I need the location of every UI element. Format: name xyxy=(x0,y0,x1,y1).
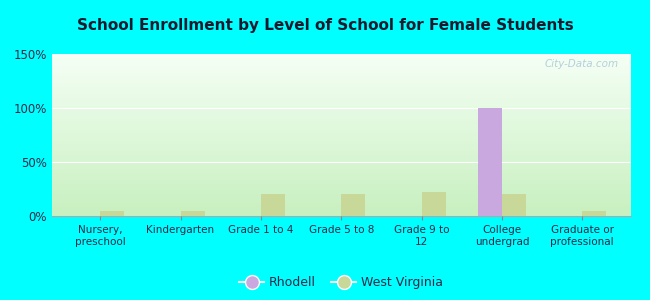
Bar xyxy=(422,192,446,216)
Text: City-Data.com: City-Data.com xyxy=(545,59,619,69)
Bar xyxy=(341,194,365,216)
Bar xyxy=(181,211,205,216)
Bar xyxy=(478,108,502,216)
Bar xyxy=(100,211,124,216)
Legend: Rhodell, West Virginia: Rhodell, West Virginia xyxy=(234,271,448,294)
Bar xyxy=(502,194,526,216)
Bar xyxy=(582,211,606,216)
Bar xyxy=(261,194,285,216)
Text: School Enrollment by Level of School for Female Students: School Enrollment by Level of School for… xyxy=(77,18,573,33)
